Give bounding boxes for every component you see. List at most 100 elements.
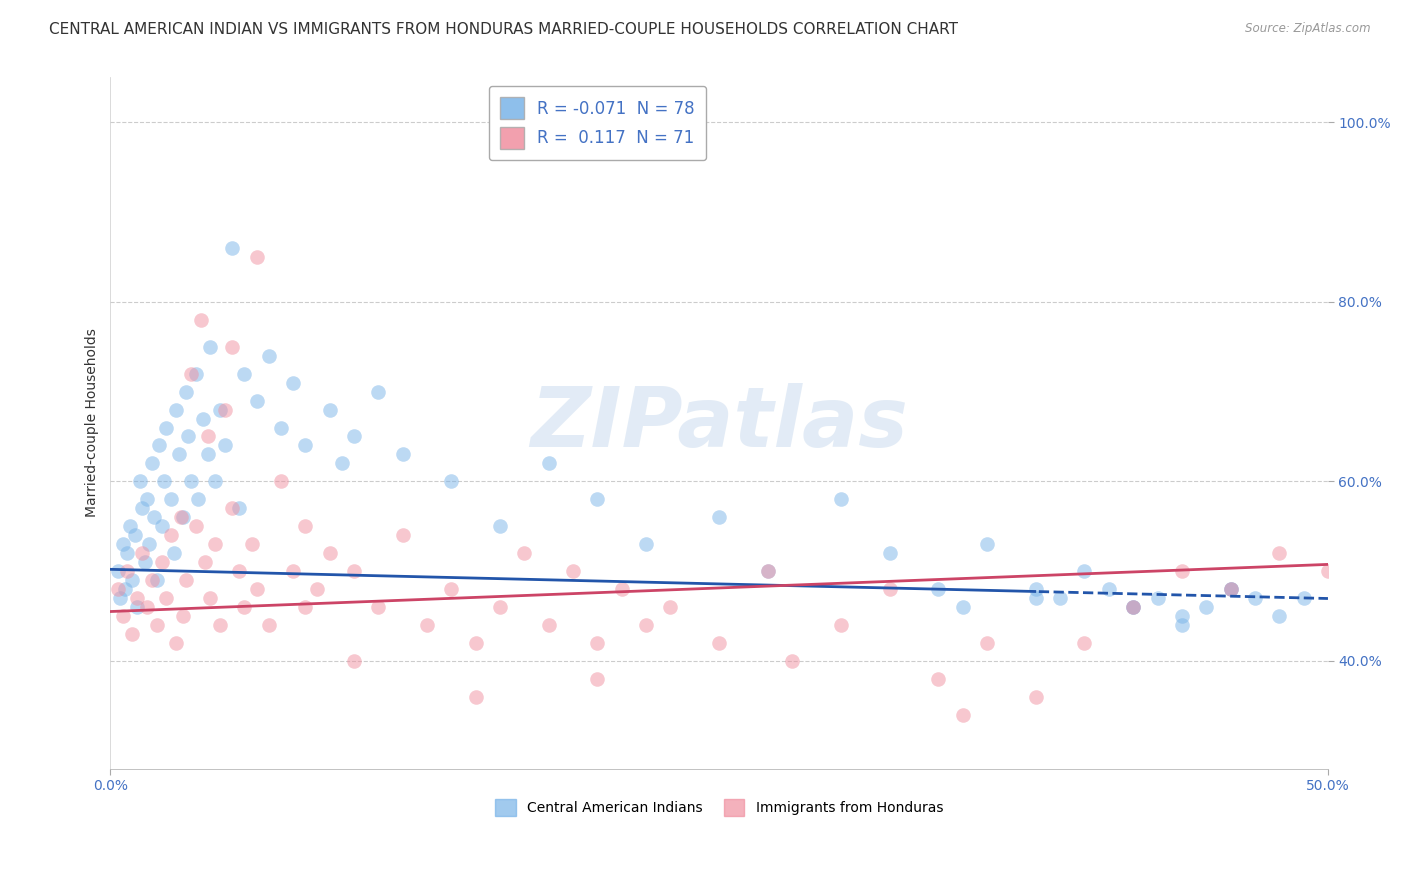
Point	[187, 492, 209, 507]
Point	[111, 609, 134, 624]
Point	[138, 537, 160, 551]
Point	[270, 475, 292, 489]
Point	[879, 582, 901, 596]
Point	[150, 519, 173, 533]
Point	[464, 636, 486, 650]
Point	[131, 501, 153, 516]
Point	[155, 591, 177, 605]
Point	[194, 555, 217, 569]
Point	[281, 376, 304, 390]
Point	[1122, 600, 1144, 615]
Point	[177, 429, 200, 443]
Point	[294, 519, 316, 533]
Point	[1146, 591, 1168, 605]
Point	[204, 475, 226, 489]
Point	[586, 492, 609, 507]
Point	[756, 564, 779, 578]
Point	[245, 393, 267, 408]
Point	[240, 537, 263, 551]
Point	[1171, 618, 1194, 632]
Point	[391, 447, 413, 461]
Point	[756, 564, 779, 578]
Point	[636, 537, 658, 551]
Point	[108, 591, 131, 605]
Point	[343, 654, 366, 668]
Point	[318, 546, 340, 560]
Point	[121, 627, 143, 641]
Point	[976, 537, 998, 551]
Point	[134, 555, 156, 569]
Point	[391, 528, 413, 542]
Point	[1244, 591, 1267, 605]
Point	[174, 384, 197, 399]
Point	[1171, 609, 1194, 624]
Point	[197, 447, 219, 461]
Text: ZIPatlas: ZIPatlas	[530, 383, 908, 464]
Point	[127, 600, 149, 615]
Point	[976, 636, 998, 650]
Point	[537, 618, 560, 632]
Point	[170, 510, 193, 524]
Point	[294, 600, 316, 615]
Text: CENTRAL AMERICAN INDIAN VS IMMIGRANTS FROM HONDURAS MARRIED-COUPLE HOUSEHOLDS CO: CENTRAL AMERICAN INDIAN VS IMMIGRANTS FR…	[49, 22, 959, 37]
Point	[1219, 582, 1241, 596]
Point	[136, 600, 159, 615]
Point	[281, 564, 304, 578]
Point	[145, 573, 167, 587]
Point	[221, 501, 243, 516]
Y-axis label: Married-couple Households: Married-couple Households	[86, 328, 100, 517]
Point	[214, 438, 236, 452]
Point	[200, 591, 222, 605]
Point	[200, 340, 222, 354]
Point	[257, 349, 280, 363]
Point	[489, 519, 512, 533]
Point	[1195, 600, 1218, 615]
Point	[1025, 591, 1047, 605]
Point	[167, 447, 190, 461]
Point	[143, 510, 166, 524]
Point	[124, 528, 146, 542]
Point	[367, 384, 389, 399]
Point	[709, 636, 731, 650]
Point	[118, 519, 141, 533]
Point	[117, 546, 139, 560]
Point	[204, 537, 226, 551]
Point	[537, 457, 560, 471]
Point	[1316, 564, 1339, 578]
Point	[927, 672, 949, 686]
Point	[172, 609, 194, 624]
Point	[174, 573, 197, 587]
Point	[228, 501, 250, 516]
Point	[136, 492, 159, 507]
Point	[131, 546, 153, 560]
Point	[562, 564, 585, 578]
Point	[148, 438, 170, 452]
Point	[150, 555, 173, 569]
Point	[307, 582, 329, 596]
Point	[160, 492, 183, 507]
Point	[190, 313, 212, 327]
Point	[1025, 690, 1047, 704]
Point	[780, 654, 803, 668]
Point	[121, 573, 143, 587]
Point	[165, 636, 187, 650]
Legend: Central American Indians, Immigrants from Honduras: Central American Indians, Immigrants fro…	[486, 790, 952, 824]
Point	[464, 690, 486, 704]
Point	[1122, 600, 1144, 615]
Point	[489, 600, 512, 615]
Point	[879, 546, 901, 560]
Point	[117, 564, 139, 578]
Point	[107, 582, 129, 596]
Point	[1292, 591, 1315, 605]
Point	[659, 600, 682, 615]
Point	[1219, 582, 1241, 596]
Point	[952, 600, 974, 615]
Point	[416, 618, 439, 632]
Point	[1268, 609, 1291, 624]
Point	[610, 582, 633, 596]
Point	[208, 402, 231, 417]
Point	[1219, 582, 1241, 596]
Point	[440, 475, 463, 489]
Point	[1098, 582, 1121, 596]
Point	[1073, 564, 1095, 578]
